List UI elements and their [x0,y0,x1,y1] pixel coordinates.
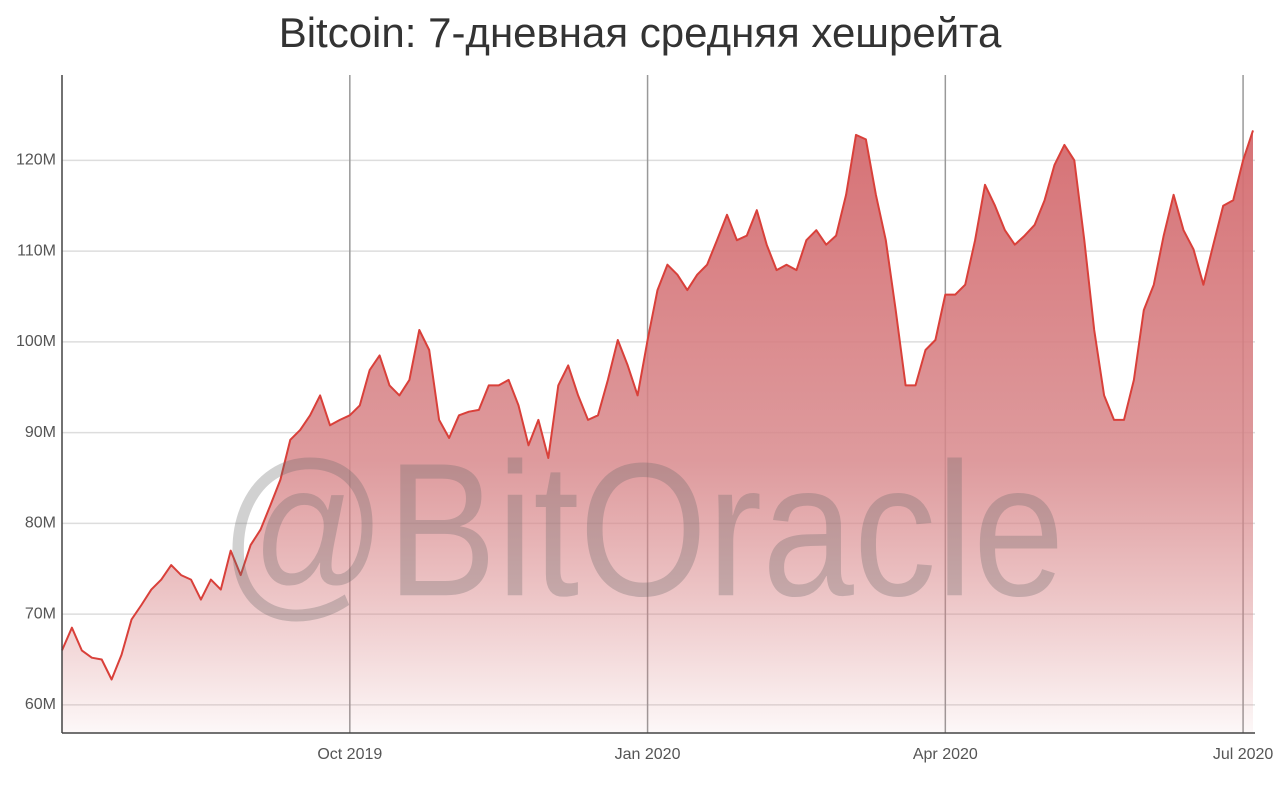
x-tick-label: Jan 2020 [615,746,681,763]
x-tick-label: Apr 2020 [913,746,978,763]
y-tick-label: 120M [16,152,56,169]
y-tick-label: 70M [25,605,56,622]
x-tick-label: Oct 2019 [317,746,382,763]
y-tick-label: 80M [25,515,56,532]
y-tick-label: 90M [25,424,56,441]
chart-title: Bitcoin: 7-дневная средняя хешрейта [279,9,1002,56]
watermark: @BitOracle [220,424,1065,636]
y-tick-label: 100M [16,333,56,350]
y-tick-label: 60M [25,696,56,713]
x-tick-label: Jul 2020 [1213,746,1274,763]
y-tick-label: 110M [17,242,56,259]
area [62,130,1253,733]
line [61,130,1254,681]
